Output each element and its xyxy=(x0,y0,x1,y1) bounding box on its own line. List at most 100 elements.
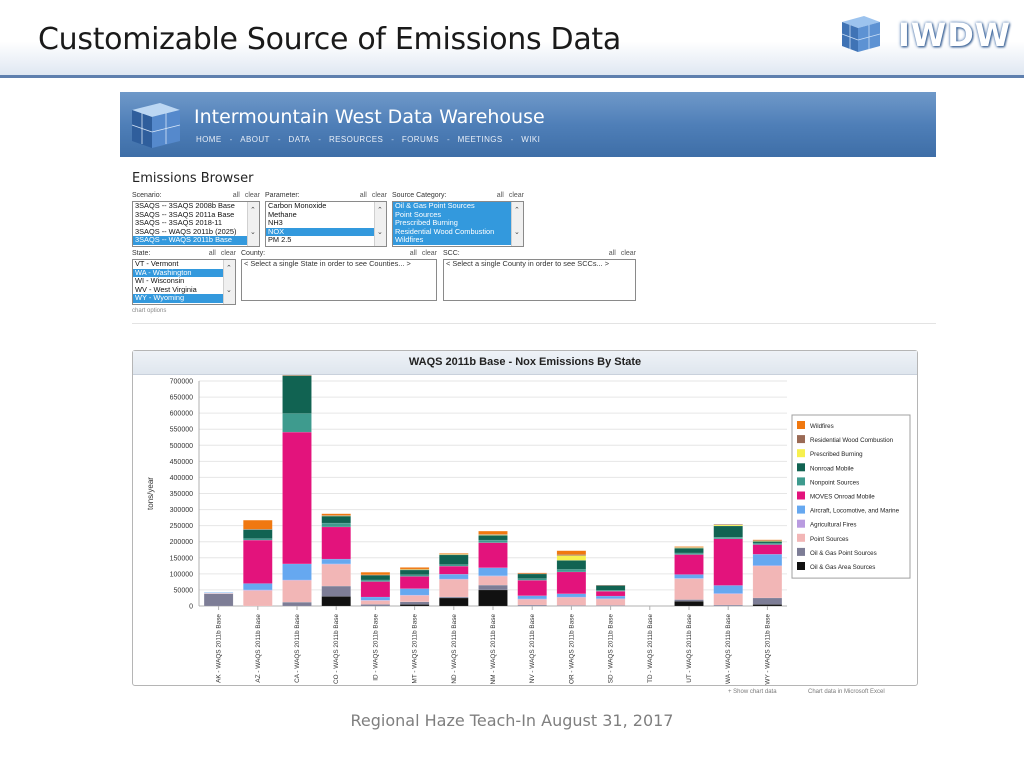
y-axis-label: tons/year xyxy=(146,477,155,510)
scenario-all-link[interactable]: all xyxy=(232,192,240,199)
parameter-scrollbar[interactable]: ⌃ ⌄ xyxy=(374,202,386,246)
source-category-option[interactable]: Oil & Gas Point Sources xyxy=(393,202,523,211)
scenario-option[interactable]: 3SAQS -- WAQS 2011b (2025) xyxy=(135,226,237,236)
scenario-option[interactable]: 3SAQS -- WAQS 2011b Base xyxy=(133,236,259,245)
source-category-option[interactable]: Residential Wood Combustion xyxy=(393,227,523,237)
chevron-down-icon[interactable]: ⌄ xyxy=(250,229,256,236)
scenario-scrollbar[interactable]: ⌃ ⌄ xyxy=(247,202,259,246)
parameter-option[interactable]: NH3 xyxy=(268,218,283,228)
parameter-option[interactable]: PM 2.5 xyxy=(268,235,292,245)
chevron-up-icon[interactable]: ⌃ xyxy=(377,207,383,214)
nav-item-forums[interactable]: FORUMS xyxy=(401,135,439,144)
chart-title-bar: WAQS 2011b Base - Nox Emissions By State xyxy=(133,351,917,375)
source-category-all-link[interactable]: all xyxy=(496,192,504,199)
parameter-clear-link[interactable]: clear xyxy=(371,192,387,199)
source-category-option[interactable]: Point Sources xyxy=(393,210,523,220)
state-option[interactable]: WY - Wyoming xyxy=(133,294,235,303)
scenario-option[interactable]: 3SAQS -- 3SAQS 2018-11 xyxy=(135,218,222,228)
bar-segment xyxy=(203,592,234,594)
nav-item-meetings[interactable]: MEETINGS xyxy=(457,135,503,144)
state-option[interactable]: WI - Wisconsin xyxy=(135,276,185,286)
chart-title: WAQS 2011b Base - Nox Emissions By State xyxy=(408,356,642,368)
x-tick-label: AK - WAQS 2011b Base xyxy=(216,614,223,683)
county-filter: County: all clear < Select a single State… xyxy=(241,250,437,301)
divider xyxy=(132,323,936,324)
x-tick-label: CO - WAQS 2011b Base xyxy=(333,614,340,684)
y-tick-label: 350000 xyxy=(170,491,193,498)
county-listbox[interactable]: < Select a single State in order to see … xyxy=(241,259,437,301)
bar-segment xyxy=(360,604,391,607)
chevron-up-icon[interactable]: ⌃ xyxy=(226,265,232,272)
chart-panel: WAQS 2011b Base - Nox Emissions By State… xyxy=(132,350,918,686)
state-scrollbar[interactable]: ⌃ ⌄ xyxy=(223,260,235,304)
chart-options-link[interactable]: chart options xyxy=(132,308,167,314)
parameter-all-link[interactable]: all xyxy=(359,192,367,199)
scenario-listbox[interactable]: 3SAQS -- 3SAQS 2008b Base 3SAQS -- 3SAQS … xyxy=(132,201,260,247)
chart-footer: + Show chart data Chart data in Microsof… xyxy=(132,688,918,700)
source-category-option[interactable]: Prescribed Burning xyxy=(393,219,523,228)
bar-segment xyxy=(478,567,508,576)
bar-segment xyxy=(556,560,587,570)
state-option[interactable]: WA - Washington xyxy=(133,268,235,278)
chevron-down-icon[interactable]: ⌄ xyxy=(377,229,383,236)
state-all-link[interactable]: all xyxy=(208,250,216,257)
bar-segment xyxy=(595,595,626,599)
legend-label: Oil & Gas Point Sources xyxy=(810,550,877,557)
source-category-scrollbar[interactable]: ⌃ ⌄ xyxy=(511,202,523,246)
scenario-clear-link[interactable]: clear xyxy=(244,192,260,199)
nav-item-resources[interactable]: RESOURCES xyxy=(328,135,384,144)
chevron-down-icon[interactable]: ⌄ xyxy=(226,287,232,294)
parameter-listbox[interactable]: Carbon Monoxide Methane NH3 NOX PM 2.5 ⌃ ⌄ xyxy=(265,201,387,247)
bar-segment xyxy=(674,554,704,575)
bar-segment xyxy=(595,598,626,606)
bar-segment xyxy=(752,541,783,544)
state-clear-link[interactable]: clear xyxy=(220,250,236,257)
show-chart-data-link[interactable]: + Show chart data xyxy=(728,689,777,695)
source-category-clear-link[interactable]: clear xyxy=(508,192,524,199)
bar-segment xyxy=(243,519,273,530)
chevron-up-icon[interactable]: ⌃ xyxy=(250,207,256,214)
state-listbox[interactable]: VT - Vermont WA - Washington WI - Wisconsi… xyxy=(132,259,236,305)
nav-separator: - xyxy=(277,135,281,144)
bar-segment xyxy=(478,575,508,586)
bar-segment xyxy=(243,538,273,541)
parameter-option[interactable]: NOX xyxy=(266,227,386,237)
county-all-link[interactable]: all xyxy=(409,250,417,257)
parameter-option[interactable]: Carbon Monoxide xyxy=(268,201,327,210)
chevron-down-icon[interactable]: ⌄ xyxy=(514,229,520,236)
scc-listbox[interactable]: < Select a single County in order to see… xyxy=(443,259,636,301)
x-tick-label: NM - WAQS 2011b Base xyxy=(490,614,497,685)
site-nav: HOME - ABOUT - DATA - RESOURCES - FORUMS - MEETING… xyxy=(196,135,540,144)
nav-item-about[interactable]: ABOUT xyxy=(240,135,270,144)
state-option[interactable]: VT - Vermont xyxy=(135,259,179,268)
scc-clear-link[interactable]: clear xyxy=(620,250,636,257)
bar-segment xyxy=(752,544,783,555)
nav-item-wiki[interactable]: WIKI xyxy=(521,135,541,144)
chevron-up-icon[interactable]: ⌃ xyxy=(514,207,520,214)
bar-segment xyxy=(556,571,587,594)
source-category-option[interactable]: Wildfires xyxy=(393,236,523,245)
y-tick-label: 50000 xyxy=(174,587,194,594)
bar-segment xyxy=(556,593,587,598)
nav-item-home[interactable]: HOME xyxy=(196,135,222,144)
state-option[interactable]: WV - West Virginia xyxy=(135,284,197,294)
x-tick-label: ID - WAQS 2011b Base xyxy=(372,614,379,681)
bar-segment xyxy=(321,596,351,607)
bar-segment xyxy=(517,599,547,606)
chart-data-excel-link[interactable]: Chart data in Microsoft Excel xyxy=(808,689,885,695)
scenario-option[interactable]: 3SAQS -- 3SAQS 2011a Base xyxy=(135,209,235,219)
scenario-option[interactable]: 3SAQS -- 3SAQS 2008b Base xyxy=(135,201,235,210)
source-category-filter: Source Category: all clear Oil & Gas Poin… xyxy=(392,192,524,247)
nav-item-data[interactable]: DATA xyxy=(288,135,311,144)
scc-all-link[interactable]: all xyxy=(608,250,616,257)
y-tick-label: 0 xyxy=(189,604,193,611)
source-category-listbox[interactable]: Oil & Gas Point Sources Point Sources Pres… xyxy=(392,201,524,247)
bar-segment xyxy=(478,530,508,535)
slide-header: Customizable Source of Emissions Data IW… xyxy=(0,0,1024,78)
state-label: State: xyxy=(132,250,151,257)
parameter-option[interactable]: Methane xyxy=(268,209,297,219)
county-clear-link[interactable]: clear xyxy=(421,250,437,257)
bar-segment xyxy=(439,573,469,580)
x-tick-label: MT - WAQS 2011b Base xyxy=(412,614,419,684)
